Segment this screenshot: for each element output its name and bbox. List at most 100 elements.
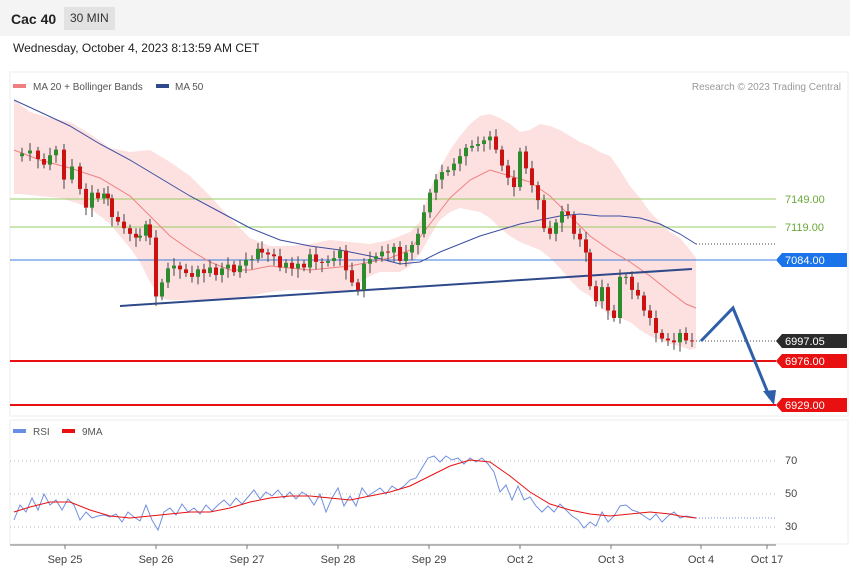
candle-body bbox=[488, 136, 492, 141]
candle-body bbox=[314, 254, 318, 262]
candle-body bbox=[338, 250, 342, 259]
candle-body bbox=[470, 145, 474, 148]
rsi-legend-swatch bbox=[13, 429, 26, 433]
candle-body bbox=[320, 261, 324, 263]
ma20-legend-label: MA 20 + Bollinger Bands bbox=[33, 82, 143, 93]
candle-body bbox=[196, 269, 200, 277]
rsi-tick-70: 70 bbox=[785, 455, 797, 467]
candle-body bbox=[612, 310, 616, 318]
candle-body bbox=[566, 211, 570, 216]
candle-body bbox=[446, 170, 450, 173]
candle-body bbox=[78, 166, 82, 189]
x-axis-ticks: Sep 25 Sep 26 Sep 27 Sep 28 Sep 29 Oct 2 Oct 3… bbox=[48, 545, 783, 566]
rsi-legend-label: RSI bbox=[33, 427, 50, 438]
ma20-legend-swatch bbox=[13, 84, 26, 88]
candle-body bbox=[440, 172, 444, 180]
candle-body bbox=[464, 147, 468, 157]
candle-body bbox=[148, 224, 152, 238]
candle-body bbox=[266, 252, 270, 255]
x-tick-label: Oct 3 bbox=[598, 554, 624, 566]
x-tick-label: Oct 2 bbox=[507, 554, 533, 566]
candle-body bbox=[302, 263, 306, 268]
candle-body bbox=[422, 212, 426, 234]
candle-body bbox=[386, 251, 390, 253]
top-bar bbox=[0, 0, 850, 36]
candle-body bbox=[250, 259, 254, 261]
candle-body bbox=[672, 340, 676, 343]
candle-body bbox=[96, 192, 100, 199]
support-tag-6976 bbox=[776, 354, 847, 368]
candle-body bbox=[54, 149, 58, 156]
candle-body bbox=[666, 338, 670, 341]
pivot-label-tag bbox=[776, 253, 847, 267]
candle-body bbox=[84, 188, 88, 208]
x-tick-label: Sep 28 bbox=[321, 554, 356, 566]
x-tick-label: Sep 25 bbox=[48, 554, 83, 566]
timeframe-button[interactable]: 30 MIN bbox=[64, 7, 115, 30]
candle-body bbox=[434, 179, 438, 193]
candle-body bbox=[290, 262, 294, 269]
candle-body bbox=[630, 276, 634, 290]
candle-body bbox=[28, 150, 32, 154]
rsi-tick-30: 30 bbox=[785, 521, 797, 533]
candle-body bbox=[572, 215, 576, 234]
candle-body bbox=[554, 222, 558, 234]
candle-body bbox=[506, 165, 510, 178]
candle-body bbox=[154, 237, 158, 297]
candle-body bbox=[232, 264, 236, 273]
candle-body bbox=[20, 153, 24, 157]
support-tag-6929 bbox=[776, 398, 847, 412]
candle-body bbox=[332, 258, 336, 261]
candle-body bbox=[350, 270, 354, 283]
candle-body bbox=[524, 151, 528, 169]
x-tick-label: Sep 26 bbox=[139, 554, 174, 566]
candle-body bbox=[166, 268, 170, 283]
candle-body bbox=[308, 254, 312, 268]
candle-body bbox=[144, 224, 148, 236]
rsi-panel bbox=[9, 419, 849, 545]
candle-body bbox=[134, 233, 138, 238]
candle-body bbox=[138, 235, 142, 238]
candle-body bbox=[260, 248, 264, 253]
candle-body bbox=[636, 289, 640, 296]
candle-body bbox=[278, 256, 282, 268]
candle-body bbox=[476, 144, 480, 146]
candle-body bbox=[606, 287, 610, 311]
candle-body bbox=[530, 168, 534, 186]
candle-body bbox=[244, 260, 248, 266]
candle-body bbox=[284, 262, 288, 268]
trendline bbox=[119, 268, 693, 307]
level-label-6976: 6976.00 bbox=[785, 356, 825, 368]
candle-body bbox=[110, 198, 114, 217]
candle-body bbox=[512, 177, 516, 188]
candle-body bbox=[584, 239, 588, 253]
candle-body bbox=[172, 265, 176, 269]
candle-body bbox=[214, 267, 218, 275]
candle-body bbox=[202, 269, 206, 274]
candle-body bbox=[184, 269, 188, 274]
candle-body bbox=[220, 268, 224, 275]
candle-body bbox=[296, 263, 300, 269]
candle-body bbox=[178, 265, 182, 270]
candle-body bbox=[208, 267, 212, 274]
candle-body bbox=[238, 265, 242, 273]
candle-body bbox=[548, 228, 552, 234]
price-panel bbox=[9, 71, 849, 417]
credit-text: Research © 2023 Trading Central bbox=[692, 82, 841, 93]
candle-body bbox=[374, 256, 378, 260]
candle-body bbox=[452, 163, 456, 171]
candle-body bbox=[368, 259, 372, 264]
candle-body bbox=[642, 295, 646, 311]
candle-body bbox=[344, 250, 348, 271]
candle-body bbox=[42, 158, 46, 165]
candle-body bbox=[494, 136, 498, 150]
ma50-line bbox=[13, 99, 697, 265]
candle-body bbox=[90, 192, 94, 208]
candle-body bbox=[392, 246, 396, 253]
candle-body bbox=[116, 216, 120, 222]
candle-body bbox=[588, 252, 592, 287]
candle-body bbox=[36, 150, 40, 159]
candle-body bbox=[380, 251, 384, 257]
candle-body bbox=[500, 149, 504, 166]
